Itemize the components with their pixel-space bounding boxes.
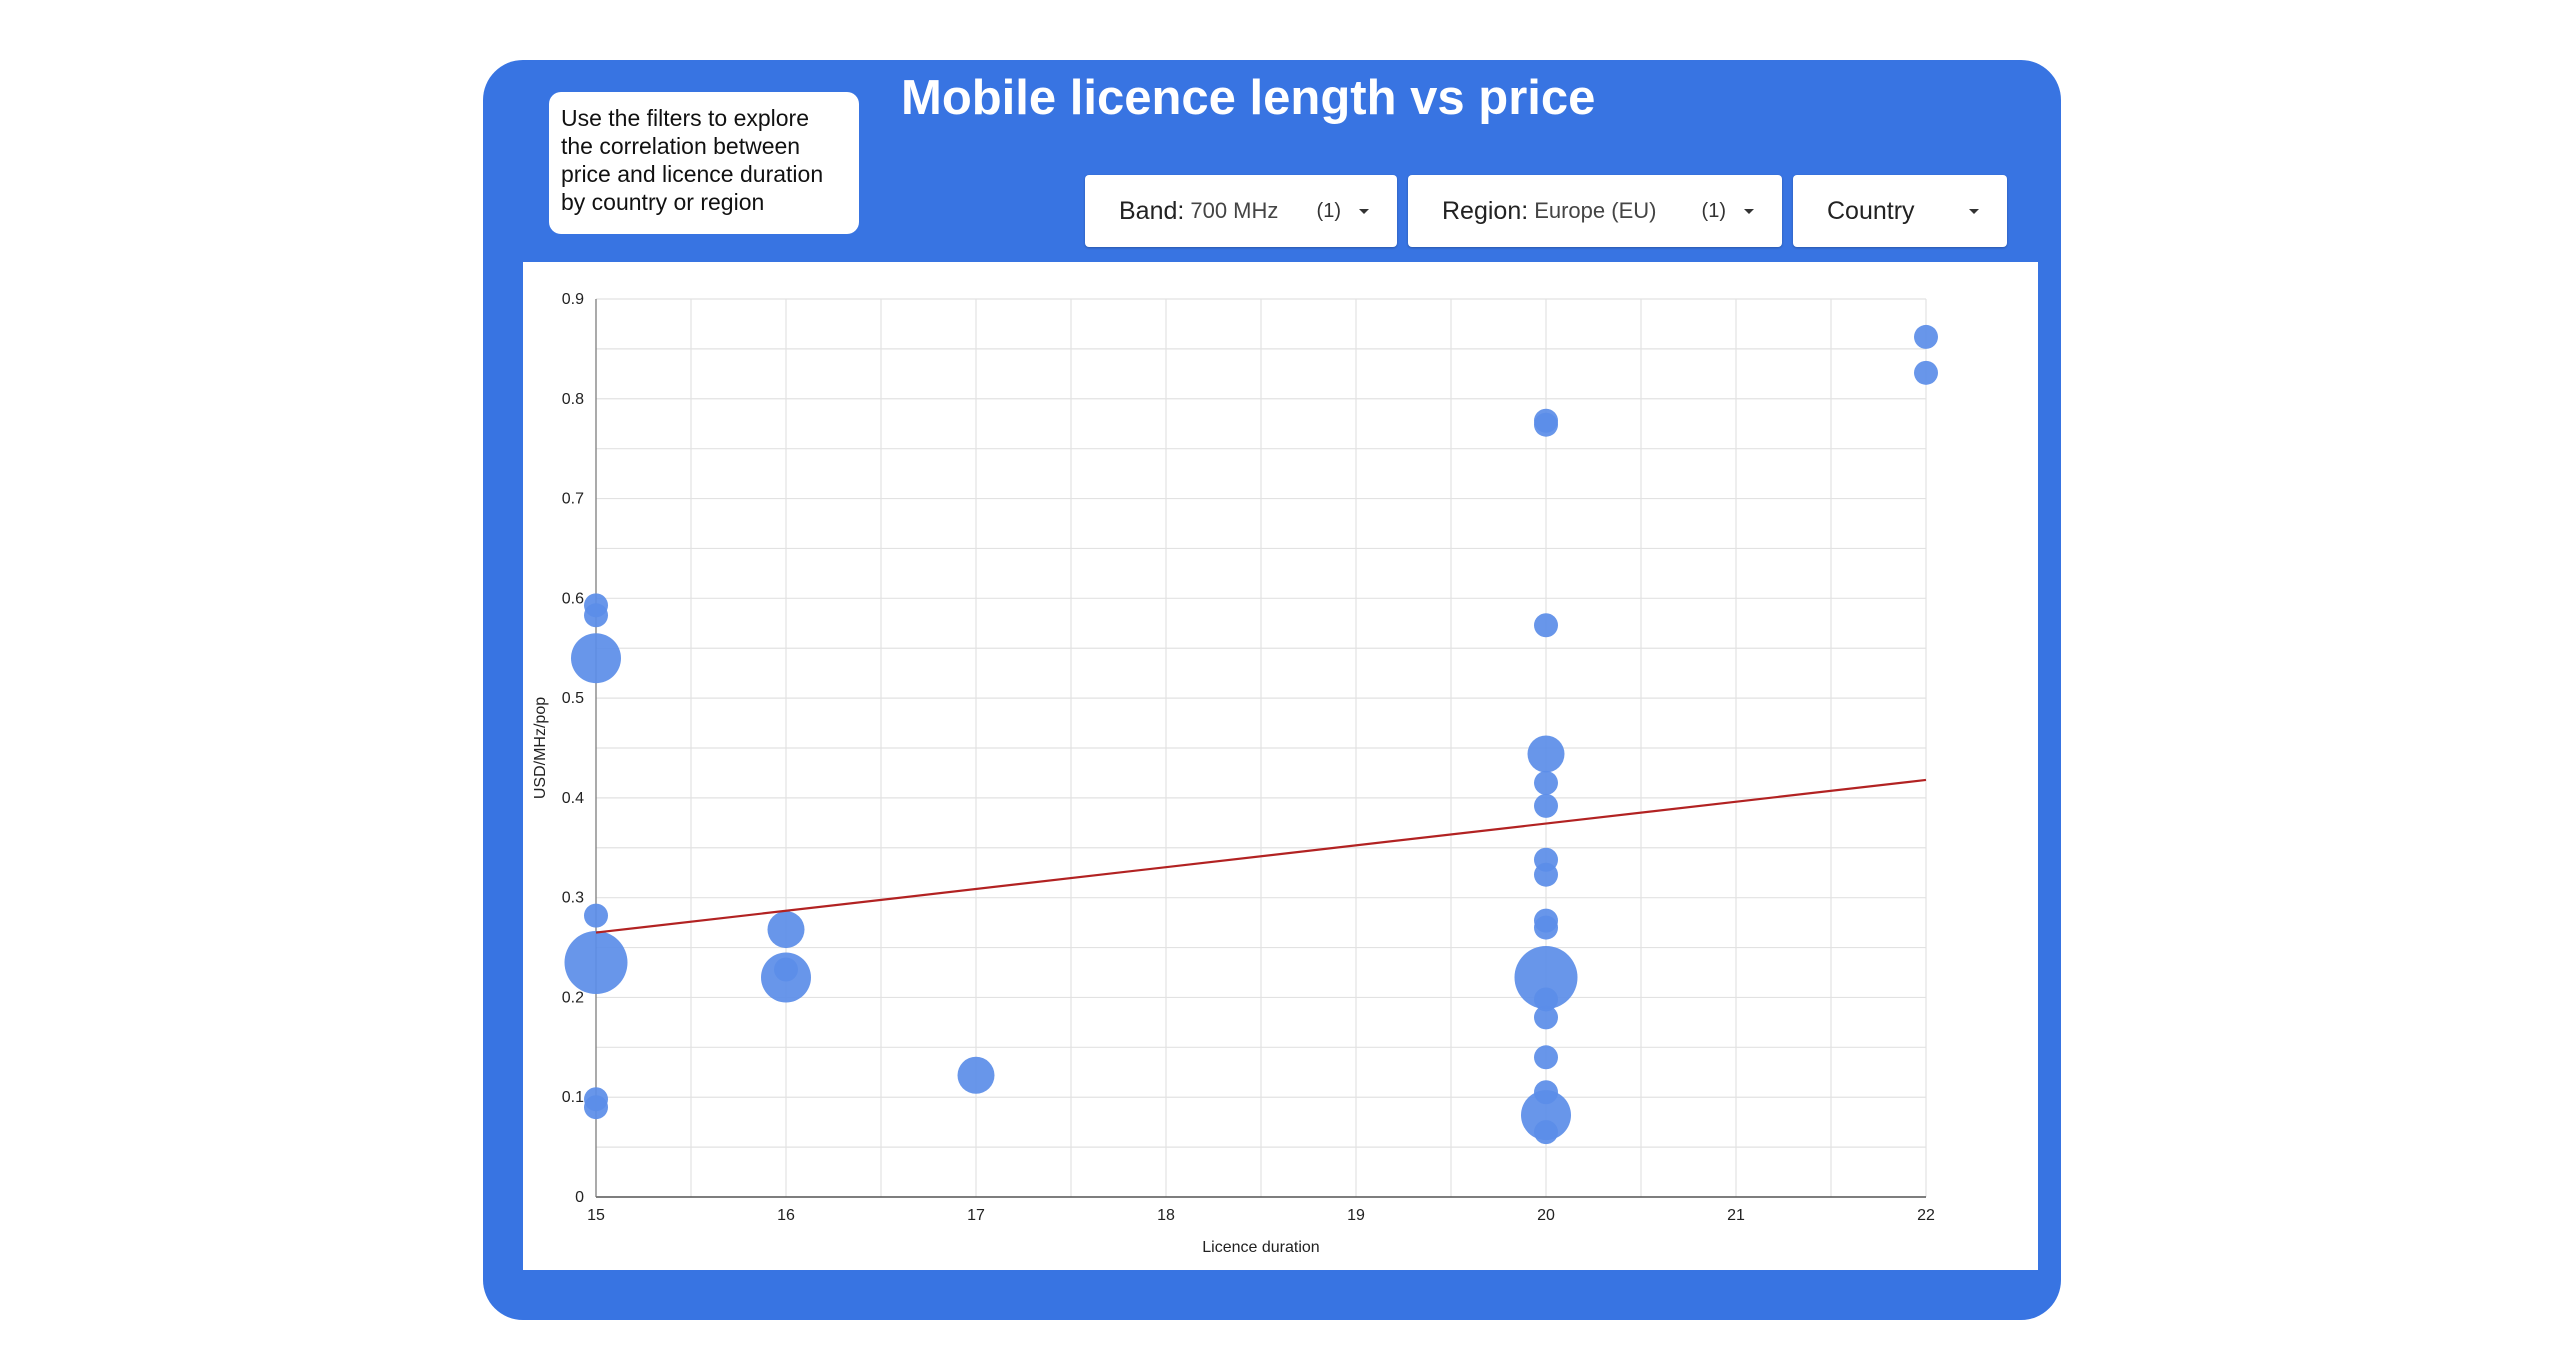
band-filter-count: (1) — [1316, 199, 1341, 222]
band-filter-dropdown[interactable]: Band : 700 MHz (1) — [1085, 175, 1397, 247]
trendline — [595, 778, 1927, 934]
axis-layer — [595, 299, 1926, 1198]
data-point — [957, 1056, 995, 1094]
chevron-down-icon — [1969, 208, 1979, 214]
data-point — [1521, 1090, 1571, 1141]
data-point — [1534, 1045, 1558, 1070]
page-title: Mobile licence length vs price — [901, 71, 1596, 125]
x-tick-label: 20 — [1537, 1207, 1555, 1224]
band-filter-label: Band — [1119, 196, 1178, 225]
x-tick-label: 22 — [1917, 1207, 1935, 1224]
region-filter-separator: : — [1521, 196, 1529, 225]
data-point — [761, 952, 811, 1003]
x-tick-label: 18 — [1157, 1207, 1175, 1224]
y-tick-label: 0.3 — [562, 890, 584, 907]
chevron-down-icon — [1744, 208, 1754, 214]
region-filter-count: (1) — [1701, 199, 1726, 222]
data-point — [1527, 735, 1565, 773]
grid-layer — [595, 298, 1927, 1198]
y-tick-label: 0 — [575, 1189, 584, 1206]
data-point — [1534, 412, 1558, 437]
data-point — [1534, 613, 1558, 638]
data-point — [564, 931, 628, 995]
y-tick-label: 0.4 — [562, 790, 584, 807]
data-point — [571, 633, 621, 684]
y-tick-label: 0.5 — [562, 690, 584, 707]
dashboard-panel: Use the filters to explore the correlati… — [483, 60, 2061, 1320]
help-line-1: Use the filters to explore — [561, 105, 810, 131]
data-point — [1534, 862, 1558, 887]
data-point — [1914, 360, 1938, 385]
data-point — [584, 903, 608, 928]
label-layer: 15 16 17 18 19 20 21 22 0 0.1 0.2 0.3 0.4 0.5 0.6 0.7 0.… — [532, 291, 1935, 1256]
data-point — [1534, 1120, 1558, 1145]
data-point — [1534, 1005, 1558, 1030]
data-point — [1514, 945, 1578, 1009]
y-tick-label: 0.8 — [562, 391, 584, 408]
y-tick-label: 0.6 — [562, 590, 584, 607]
x-tick-label: 17 — [967, 1207, 985, 1224]
trend-layer — [595, 778, 1927, 934]
y-tick-label: 0.9 — [562, 291, 584, 308]
help-text-box: Use the filters to explore the correlati… — [549, 92, 859, 234]
region-filter-value: Europe (EU) — [1534, 198, 1657, 223]
y-tick-label: 0.2 — [562, 989, 584, 1006]
y-tick-label: 0.1 — [562, 1089, 584, 1106]
help-line-4: by country or region — [561, 189, 765, 215]
y-axis-title: USD/MHz/pop — [532, 697, 549, 799]
chevron-down-icon — [1359, 208, 1369, 214]
region-filter-label: Region — [1442, 196, 1522, 225]
band-filter-value: 700 MHz — [1190, 198, 1279, 223]
help-line-2: the correlation between — [561, 133, 801, 159]
data-point — [1534, 793, 1558, 818]
chart-area: 15 16 17 18 19 20 21 22 0 0.1 0.2 0.3 0.4 0.5 0.6 0.7 0.… — [523, 262, 2038, 1270]
scatter-chart: 15 16 17 18 19 20 21 22 0 0.1 0.2 0.3 0.4 0.5 0.6 0.7 0.… — [532, 291, 1938, 1256]
y-tick-label: 0.7 — [562, 491, 584, 508]
country-filter-dropdown[interactable]: Country — [1793, 175, 2007, 247]
x-axis-title: Licence duration — [1202, 1239, 1319, 1256]
data-point — [1914, 324, 1938, 349]
data-point — [767, 911, 805, 949]
help-line-3: price and licence duration — [561, 161, 824, 187]
data-point — [584, 1095, 608, 1120]
x-tick-label: 16 — [777, 1207, 795, 1224]
data-point — [584, 603, 608, 628]
band-filter-separator: : — [1177, 196, 1185, 225]
x-tick-label: 19 — [1347, 1207, 1365, 1224]
data-point — [1534, 987, 1558, 1012]
x-tick-label: 15 — [587, 1207, 605, 1224]
country-filter-label: Country — [1827, 196, 1915, 225]
region-filter-dropdown[interactable]: Region : Europe (EU) (1) — [1408, 175, 1782, 247]
data-point — [1534, 770, 1558, 795]
x-tick-label: 21 — [1727, 1207, 1745, 1224]
data-point — [1534, 915, 1558, 940]
point-layer — [564, 324, 1938, 1145]
